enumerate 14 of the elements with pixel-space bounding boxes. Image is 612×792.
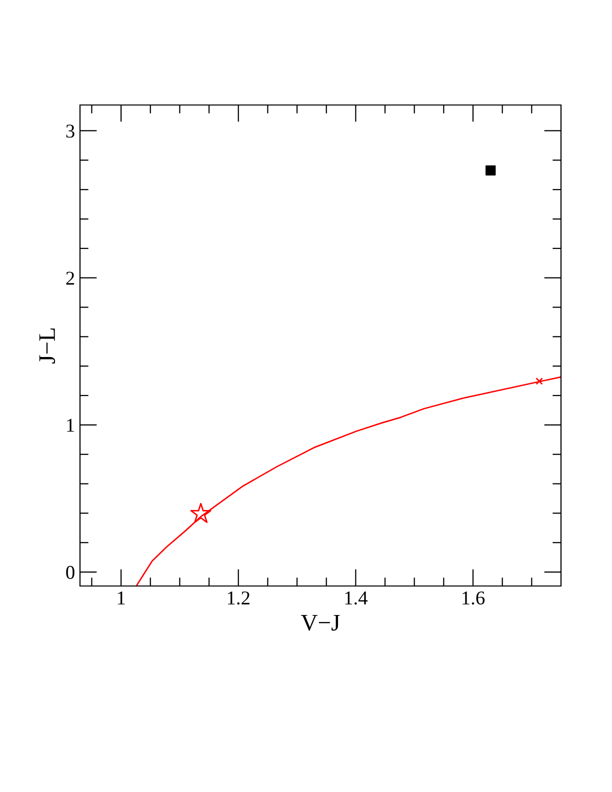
x-tick-label: 1.2 xyxy=(228,591,250,605)
line-series xyxy=(136,376,561,586)
y-tick-label: 3 xyxy=(66,124,74,138)
point xyxy=(190,502,212,523)
x-tick-label: 1.6 xyxy=(462,591,485,605)
y-axis-title: J−L xyxy=(39,328,56,364)
y-tick-label: 2 xyxy=(66,272,74,285)
y-tick-label: 1 xyxy=(67,418,74,432)
x-tick-label: 1 xyxy=(118,592,125,604)
x-tick-label: 1.4 xyxy=(345,592,368,605)
point xyxy=(486,165,496,176)
x-axis-title: V−J xyxy=(300,614,340,631)
y-tick-label: 0 xyxy=(66,566,74,579)
point xyxy=(536,378,543,385)
